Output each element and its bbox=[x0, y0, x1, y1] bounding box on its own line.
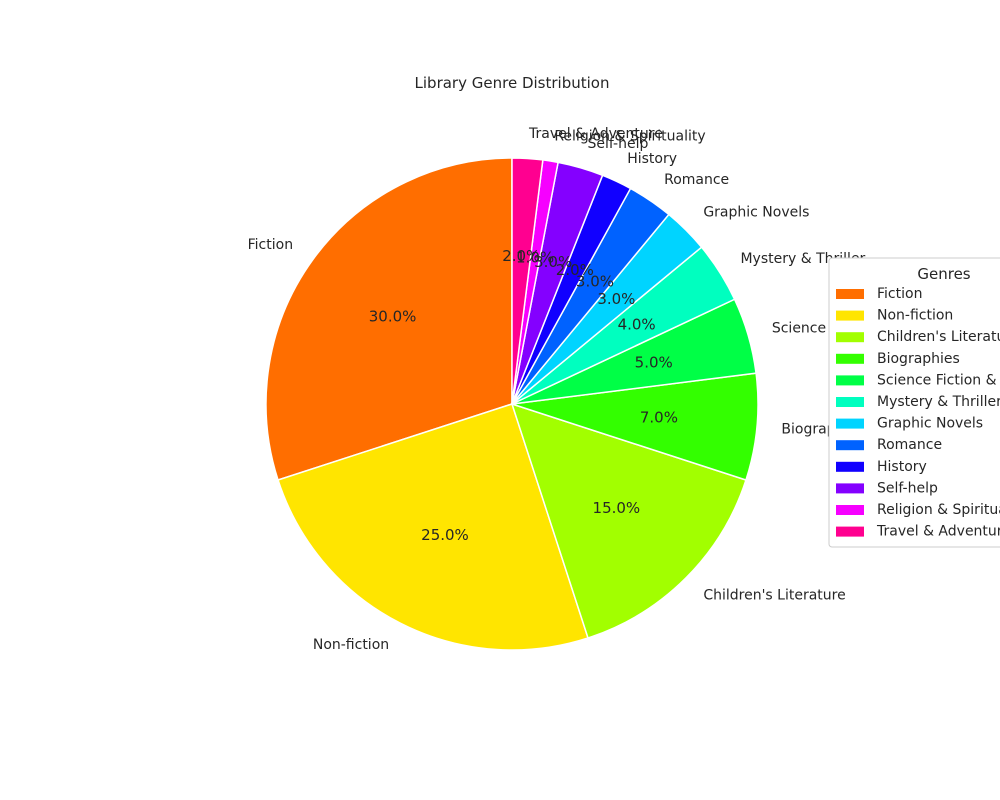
slice-label-graphic-novels: Graphic Novels bbox=[703, 205, 809, 221]
slice-label-fiction: Fiction bbox=[248, 237, 293, 253]
slice-percentage-science-fiction-fantasy: 5.0% bbox=[635, 353, 673, 371]
slice-percentage-romance: 3.0% bbox=[576, 272, 614, 290]
legend-label-self-help: Self-help bbox=[877, 480, 938, 496]
pie-slice-biographies bbox=[511, 372, 759, 481]
legend-swatch-mystery-thriller bbox=[836, 397, 864, 407]
slice-label-self-help: Self-help bbox=[587, 136, 648, 152]
slice-percentage-religion-spirituality: 1.0% bbox=[516, 249, 554, 267]
slice-label-travel-adventure: Travel & Adventure bbox=[528, 126, 663, 142]
legend-swatch-children-s-literature bbox=[836, 332, 864, 343]
legend-label-non-fiction: Non-fiction bbox=[877, 308, 953, 324]
pie-slice-children-s-literature bbox=[510, 402, 747, 639]
legend-swatch-religion-spirituality bbox=[836, 505, 864, 515]
pie-slice-fiction bbox=[265, 157, 513, 481]
legend-label-graphic-novels: Graphic Novels bbox=[877, 416, 983, 432]
legend-label-biographies: Biographies bbox=[877, 351, 960, 367]
percentage-labels: 30.0%25.0%15.0%7.0%5.0%4.0%3.0%3.0%2.0%3… bbox=[369, 247, 678, 544]
legend: Genres Fiction Non-fiction Children's Lite… bbox=[828, 257, 1000, 548]
legend-swatch-science-fiction-fantasy bbox=[836, 375, 864, 386]
pie-slices bbox=[265, 157, 759, 651]
slice-label-children-s-literature: Children's Literature bbox=[703, 587, 845, 603]
pie-slice-non-fiction bbox=[277, 403, 589, 651]
legend-frame bbox=[828, 257, 1000, 548]
legend-label-romance: Romance bbox=[877, 437, 942, 453]
slice-percentage-travel-adventure: 2.0% bbox=[502, 247, 540, 265]
legend-title: Genres bbox=[917, 265, 970, 283]
slice-percentage-biographies: 7.0% bbox=[640, 408, 678, 426]
slice-label-religion-spirituality: Religion & Spirituality bbox=[554, 129, 705, 145]
legend-label-religion-spirituality: Religion & Spiritua bbox=[877, 502, 1000, 518]
legend-label-history: History bbox=[877, 459, 927, 475]
legend-swatch-biographies bbox=[836, 353, 864, 364]
legend-label-fiction: Fiction bbox=[877, 286, 922, 302]
slice-percentage-graphic-novels: 3.0% bbox=[597, 290, 635, 308]
legend-swatch-history bbox=[836, 461, 864, 472]
legend-swatch-travel-adventure bbox=[836, 526, 864, 537]
legend-swatch-romance bbox=[836, 440, 864, 451]
slice-percentage-fiction: 30.0% bbox=[369, 308, 417, 326]
legend-items: Fiction Non-fiction Children's Literatu Bio… bbox=[836, 286, 1000, 540]
legend-label-science-fiction-fantasy: Science Fiction & bbox=[877, 372, 997, 388]
slice-label-romance: Romance bbox=[664, 172, 729, 188]
legend-label-mystery-thriller: Mystery & Thriller bbox=[877, 394, 1000, 410]
legend-swatch-fiction bbox=[836, 289, 864, 299]
chart-title: Library Genre Distribution bbox=[415, 74, 610, 92]
slice-percentage-self-help: 3.0% bbox=[534, 253, 572, 271]
slice-percentage-history: 2.0% bbox=[556, 261, 594, 279]
legend-swatch-non-fiction bbox=[836, 310, 864, 321]
legend-label-travel-adventure: Travel & Adventure bbox=[876, 524, 1000, 540]
legend-swatch-graphic-novels bbox=[836, 418, 864, 429]
legend-swatch-self-help bbox=[836, 483, 864, 494]
slice-label-non-fiction: Non-fiction bbox=[313, 637, 389, 653]
slice-percentage-children-s-literature: 15.0% bbox=[593, 499, 641, 517]
slice-percentage-mystery-thriller: 4.0% bbox=[618, 315, 656, 333]
legend-label-children-s-literature: Children's Literatu bbox=[877, 329, 1000, 345]
pie-slice-travel-adventure bbox=[511, 157, 544, 405]
slice-label-history: History bbox=[627, 151, 677, 167]
slice-percentage-non-fiction: 25.0% bbox=[421, 526, 469, 544]
